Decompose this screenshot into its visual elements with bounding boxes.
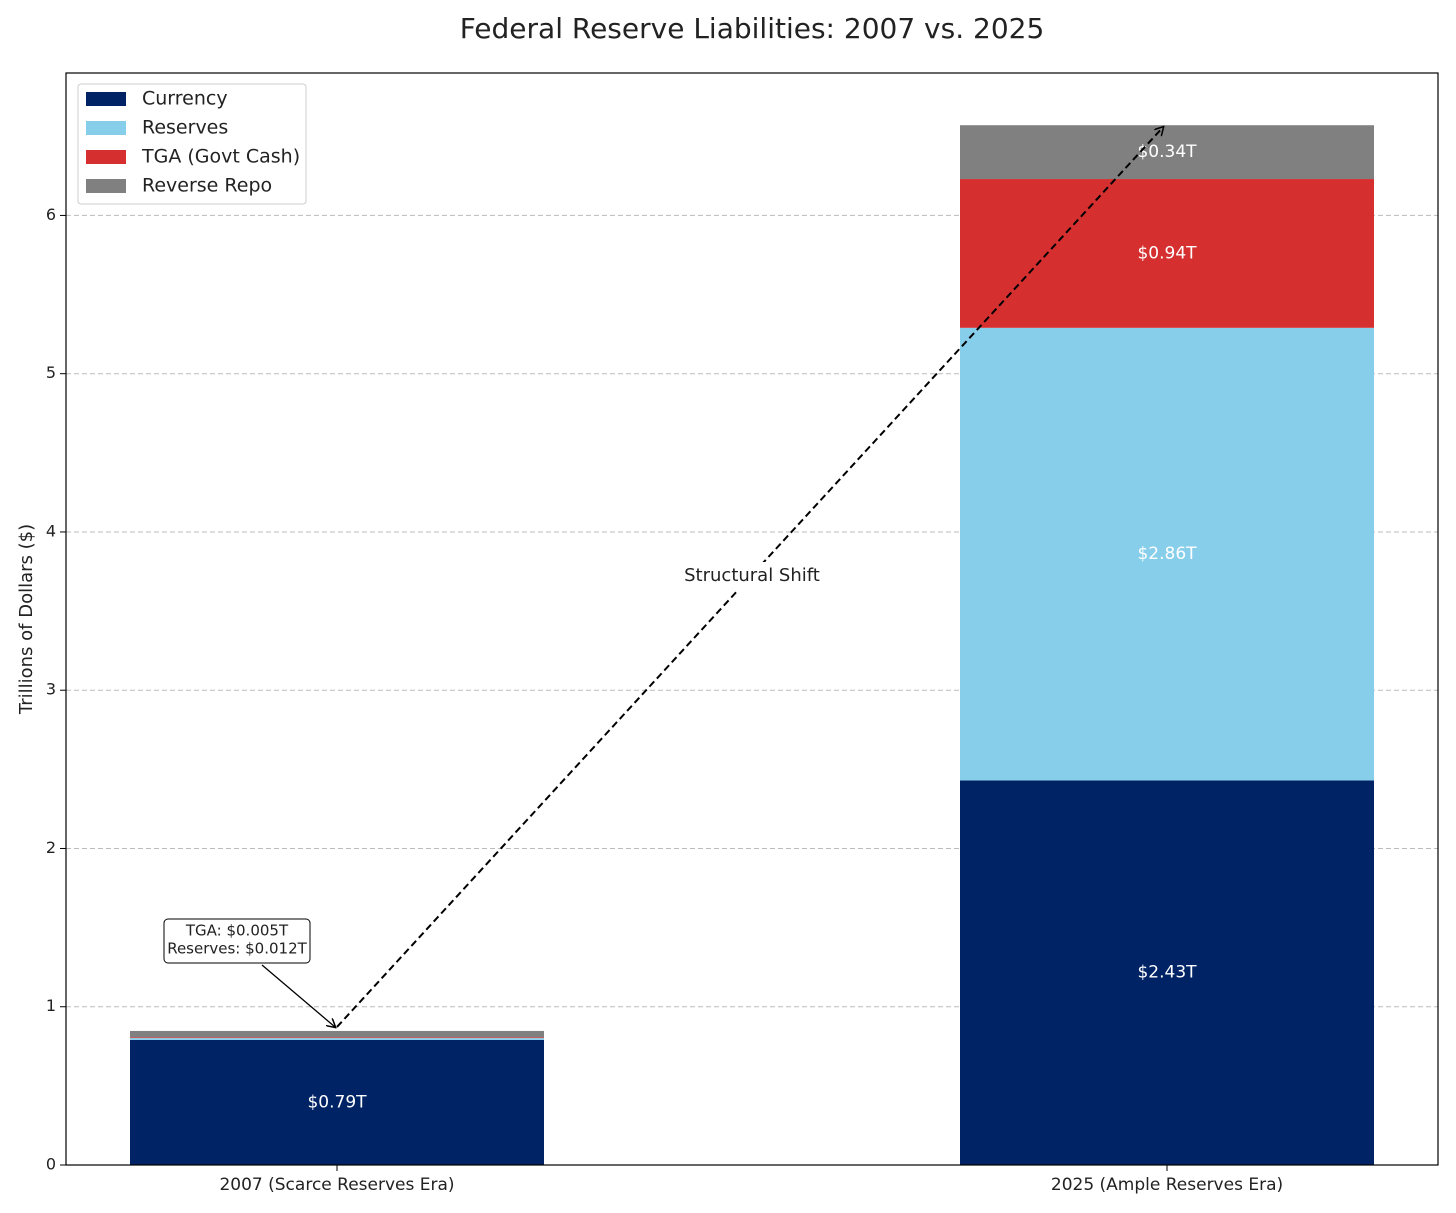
x-tick-label: 2007 (Scarce Reserves Era) [219, 1175, 454, 1195]
bar-segment [960, 179, 1374, 328]
chart-title: Federal Reserve Liabilities: 2007 vs. 20… [460, 12, 1045, 45]
annotation: TGA: $0.005T [185, 922, 289, 940]
y-tick-label: 5 [46, 363, 56, 382]
legend-swatch [86, 121, 126, 135]
bar-segment [130, 1030, 544, 1038]
legend: Currency Reserves TGA (Govt Cash) Reverse R… [77, 83, 307, 205]
legend-swatch [86, 179, 126, 193]
value-label: $2.43T [1137, 963, 1197, 983]
y-tick-label: 6 [46, 205, 56, 224]
value-label: $2.86T [1137, 544, 1197, 564]
legend-label: Reserves [142, 117, 228, 139]
annotation-box [163, 918, 311, 964]
y-tick-label: 0 [46, 1155, 56, 1174]
bar-segment [130, 1037, 544, 1039]
annotation: Reserves: $0.012T [167, 940, 307, 958]
legend-swatch [86, 92, 126, 106]
y-tick-label: 1 [46, 996, 56, 1015]
legend-swatch [86, 150, 126, 164]
bar-segment [130, 1039, 544, 1165]
plot-frame [65, 72, 1439, 1166]
x-tick-label: 2025 (Ample Reserves Era) [1051, 1175, 1283, 1195]
value-label: $0.94T [1137, 243, 1197, 263]
bar-segment [960, 125, 1374, 180]
y-axis-label: Trillions of Dollars ($) [16, 524, 37, 715]
bar-segment [960, 780, 1374, 1165]
bar-segment [130, 1038, 544, 1040]
legend-label: TGA (Govt Cash) [141, 146, 300, 168]
y-tick-label: 2 [46, 838, 56, 857]
y-tick-label: 3 [46, 680, 56, 699]
y-tick-label: 4 [46, 521, 56, 540]
annotation-arrow [261, 964, 335, 1027]
annotation: Structural Shift [684, 565, 820, 586]
legend-label: Reverse Repo [142, 175, 272, 197]
value-label: $0.34T [1137, 142, 1197, 162]
legend-box [77, 83, 307, 205]
bar-segment [960, 327, 1374, 781]
value-label: $0.79T [307, 1092, 367, 1112]
annotation-bg [680, 562, 825, 590]
legend-label: Currency [142, 88, 228, 110]
